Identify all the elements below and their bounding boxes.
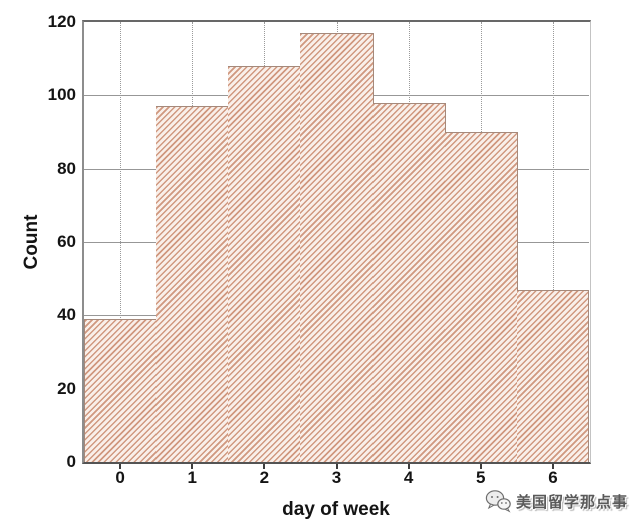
watermark: 美国留学那点事 xyxy=(485,489,628,513)
x-tick-mark xyxy=(335,464,338,469)
v-gridline xyxy=(120,22,122,462)
x-tick-mark xyxy=(191,464,194,469)
x-tick-mark xyxy=(479,464,482,469)
wechat-icon xyxy=(485,489,511,513)
x-tick-mark xyxy=(119,464,122,469)
x-tick-label: 2 xyxy=(259,468,270,487)
x-tick-mark xyxy=(551,464,554,469)
x-tick-label: 1 xyxy=(187,468,197,487)
bar-day-0 xyxy=(84,319,158,462)
watermark-text: 美国留学那点事 xyxy=(515,493,628,511)
bar-day-1 xyxy=(156,106,230,462)
bar-day-5 xyxy=(444,132,518,462)
x-tick-label: 6 xyxy=(548,468,558,487)
bar-day-3 xyxy=(300,33,374,462)
y-tick-label: 60 xyxy=(57,232,76,251)
plot-area xyxy=(84,22,589,462)
x-axis-title: day of week xyxy=(282,499,390,520)
x-tick-mark xyxy=(407,464,410,469)
bar-day-2 xyxy=(228,66,302,462)
x-tick-label: 0 xyxy=(115,468,125,487)
x-tick-label: 4 xyxy=(403,468,414,487)
bars-layer xyxy=(84,22,589,462)
x-tick-label: 3 xyxy=(331,468,342,487)
y-tick-label: 100 xyxy=(47,85,76,105)
v-gridline xyxy=(552,22,554,462)
y-tick-label: 40 xyxy=(57,305,76,325)
y-tick-label: 120 xyxy=(47,12,76,31)
x-tick-label: 5 xyxy=(476,468,486,487)
x-tick-mark xyxy=(263,464,266,469)
bar-day-6 xyxy=(516,289,589,462)
y-tick-label: 0 xyxy=(66,452,76,471)
y-tick-label: 20 xyxy=(57,378,76,398)
y-tick-label: 80 xyxy=(57,158,76,178)
bar-day-4 xyxy=(372,102,446,462)
